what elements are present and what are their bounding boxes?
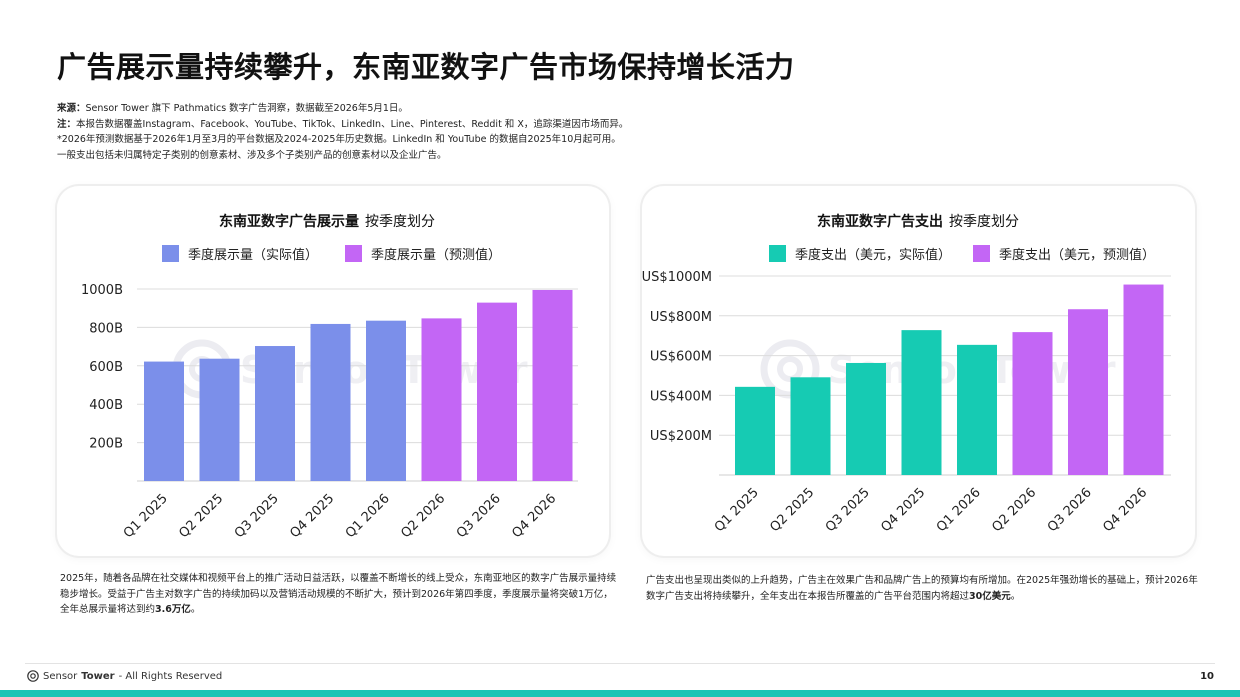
- impressions-chart: 东南亚数字广告展示量按季度划分季度展示量（实际值）季度展示量（预测值）Senso…: [81, 213, 578, 541]
- impressions-bar: [421, 318, 462, 481]
- impressions-xtick-label: Q2 2025: [176, 491, 226, 541]
- spend-legend-label-0: 季度支出（美元，实际值）: [795, 247, 951, 263]
- spend-title-bold: 东南亚数字广告支出: [817, 213, 943, 230]
- impressions-description: 2025年，随着各品牌在社交媒体和视频平台上的推广活动日益活跃，以覆盖不断增长的…: [60, 571, 620, 618]
- impressions-xtick-label: Q3 2025: [232, 491, 282, 541]
- impressions-bar: [366, 320, 406, 481]
- spend-legend-label-1: 季度支出（美元，预测值）: [999, 247, 1155, 263]
- source-line: 来源：Sensor Tower 旗下 Pathmatics 数字广告洞察，数据截…: [57, 101, 1157, 117]
- spend-chart-card: 东南亚数字广告支出按季度划分季度支出（美元，实际值）季度支出（美元，预测值）Se…: [642, 186, 1195, 556]
- source-text: Sensor Tower 旗下 Pathmatics 数字广告洞察，数据截至20…: [85, 103, 408, 114]
- impressions-xtick-label: Q3 2026: [454, 491, 504, 541]
- spend-legend-swatch-1: [973, 245, 990, 262]
- bottom-accent-bar: [0, 690, 1240, 697]
- page-title: 广告展示量持续攀升，东南亚数字广告市场保持增长活力: [57, 50, 795, 84]
- impressions-legend-label-1: 季度展示量（预测值）: [371, 247, 501, 263]
- spend-ytick-label: US$600M: [650, 350, 712, 365]
- source-label: 来源：: [57, 103, 86, 114]
- spend-chart: 东南亚数字广告支出按季度划分季度支出（美元，实际值）季度支出（美元，预测值）Se…: [642, 213, 1171, 535]
- impressions-highlight: 3.6万亿: [155, 604, 191, 615]
- impressions-bar: [532, 289, 573, 481]
- impressions-title-bold: 东南亚数字广告展示量: [219, 213, 359, 230]
- forecast-note: *2026年预测数据基于2026年1月至3月的平台数据及2024-2025年历史…: [57, 134, 621, 145]
- spend-ytick-label: US$800M: [650, 310, 712, 325]
- notes-block: 来源：Sensor Tower 旗下 Pathmatics 数字广告洞察，数据截…: [57, 101, 1157, 163]
- spend-bar: [1068, 309, 1108, 475]
- impressions-bar: [199, 358, 240, 481]
- impressions-ytick-label: 600B: [89, 360, 123, 375]
- spend-chart-title: 东南亚数字广告支出 按季度划分: [817, 213, 1019, 230]
- spend-legend-swatch-0: [769, 245, 786, 262]
- spend-bar: [901, 330, 942, 475]
- impressions-legend-label-0: 季度展示量（实际值）: [188, 247, 318, 263]
- impressions-description-end: 。: [190, 604, 201, 615]
- impressions-ytick-label: 800B: [89, 321, 123, 336]
- impressions-bar: [144, 361, 184, 481]
- spend-ytick-label: US$200M: [650, 429, 712, 444]
- spend-xtick-label: Q1 2026: [934, 485, 984, 535]
- impressions-ytick-label: 1000B: [81, 283, 123, 298]
- impressions-bar: [310, 323, 351, 481]
- impressions-legend-swatch-0: [162, 245, 179, 262]
- spend-watermark-logo-inner-icon: [777, 356, 803, 382]
- impressions-chart-title: 东南亚数字广告展示量 按季度划分: [219, 213, 435, 230]
- spend-ytick-label: US$400M: [650, 389, 712, 404]
- impressions-xtick-label: Q1 2025: [121, 491, 171, 541]
- brand-sensor: Sensor: [43, 670, 78, 682]
- spend-highlight: 30亿美元: [969, 590, 1011, 602]
- impressions-bar: [255, 346, 295, 481]
- impressions-bar: [477, 302, 517, 481]
- spend-description: 广告支出也呈现出类似的上升趋势，广告主在效果广告和品牌广告上的预算均有所增加。在…: [646, 573, 1202, 604]
- spend-bar: [790, 377, 831, 475]
- spend-bar: [957, 344, 997, 475]
- spend-note: 一般支出包括未归属特定子类别的创意素材、涉及多个子类别产品的创意素材以及企业广告…: [57, 149, 447, 161]
- impressions-ytick-label: 400B: [89, 398, 123, 413]
- spend-ytick-label: US$1000M: [642, 270, 712, 285]
- spend-xtick-label: Q4 2026: [1100, 485, 1150, 535]
- impressions-description-text: 2025年，随着各品牌在社交媒体和视频平台上的推广活动日益活跃，以覆盖不断增长的…: [60, 573, 617, 615]
- spend-xtick-label: Q4 2025: [878, 485, 928, 535]
- page-number: 10: [1200, 671, 1214, 682]
- impressions-xtick-label: Q4 2025: [287, 491, 337, 541]
- impressions-ytick-label: 200B: [89, 437, 123, 452]
- spend-xtick-label: Q3 2025: [823, 485, 873, 535]
- impressions-chart-card: 东南亚数字广告展示量按季度划分季度展示量（实际值）季度展示量（预测值）Senso…: [57, 186, 609, 556]
- spend-bar: [846, 362, 886, 475]
- brand-tower: Tower: [81, 670, 115, 682]
- note-line: 注：本报告数据覆盖Instagram、Facebook、YouTube、TikT…: [57, 117, 1157, 133]
- spend-title-rest: 按季度划分: [949, 214, 1019, 230]
- spend-xtick-label: Q1 2025: [712, 485, 762, 535]
- spend-description-end: 。: [1010, 590, 1021, 602]
- spend-xtick-label: Q2 2025: [767, 485, 817, 535]
- spend-bar: [1012, 332, 1053, 475]
- footer-divider: [25, 663, 1215, 664]
- impressions-xtick-label: Q2 2026: [398, 491, 448, 541]
- spend-xtick-label: Q2 2026: [989, 485, 1039, 535]
- spend-bar: [1123, 284, 1164, 475]
- footer-brand: Sensor Tower - All Rights Reserved: [27, 670, 222, 682]
- impressions-xtick-label: Q4 2026: [509, 491, 559, 541]
- spend-xtick-label: Q3 2026: [1045, 485, 1095, 535]
- sensor-tower-logo-icon: [27, 670, 39, 682]
- spend-bar: [735, 386, 775, 475]
- impressions-xtick-label: Q1 2026: [343, 491, 393, 541]
- impressions-title-rest: 按季度划分: [365, 214, 435, 230]
- spend-description-text: 广告支出也呈现出类似的上升趋势，广告主在效果广告和品牌广告上的预算均有所增加。在…: [646, 575, 1198, 602]
- impressions-legend-swatch-1: [345, 245, 362, 262]
- note-label: 注：: [57, 118, 77, 130]
- rights-text: - All Rights Reserved: [118, 670, 223, 682]
- note-text: 本报告数据覆盖Instagram、Facebook、YouTube、TikTok…: [76, 118, 629, 130]
